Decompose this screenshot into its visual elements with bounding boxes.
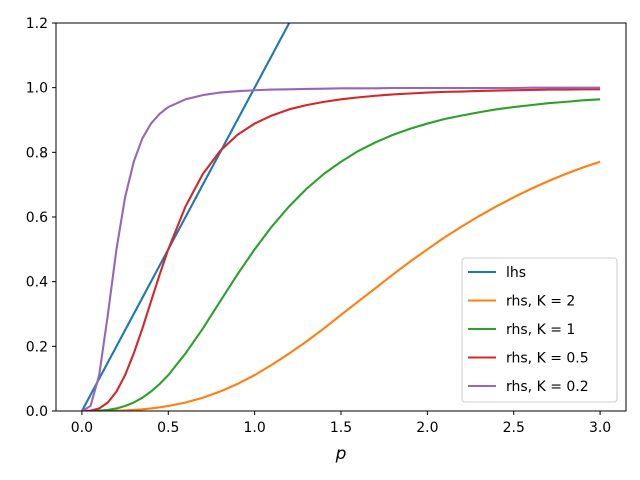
x-tick-label: 0.0 xyxy=(71,420,93,436)
legend-label: rhs, K = 1 xyxy=(506,322,575,338)
x-tick-label: 3.0 xyxy=(589,420,611,436)
legend-label: rhs, K = 0.2 xyxy=(506,379,589,395)
legend-label: rhs, K = 2 xyxy=(506,294,575,310)
y-tick-label: 1.0 xyxy=(26,81,48,97)
y-axis: 0.0 0.2 0.4 0.6 0.8 1.0 1.2 xyxy=(26,16,56,420)
legend-label: lhs xyxy=(506,265,526,281)
y-tick-label: 0.0 xyxy=(26,404,48,420)
legend-label: rhs, K = 0.5 xyxy=(506,351,589,367)
series-lines xyxy=(80,23,601,411)
x-axis-label: p xyxy=(335,444,347,464)
x-tick-label: 1.0 xyxy=(244,420,266,436)
y-tick-label: 1.2 xyxy=(26,16,48,32)
x-tick-label: 1.5 xyxy=(330,420,352,436)
y-tick-label: 0.2 xyxy=(26,339,48,355)
y-tick-label: 0.4 xyxy=(26,275,48,291)
x-tick-label: 0.5 xyxy=(157,420,179,436)
series-line-3 xyxy=(81,88,601,411)
series-line-0 xyxy=(80,23,291,411)
x-tick-label: 2.0 xyxy=(416,420,438,436)
series-line-2 xyxy=(81,98,601,411)
y-tick-label: 0.8 xyxy=(26,145,48,161)
series-line-1 xyxy=(81,160,601,411)
series-line-4 xyxy=(81,86,601,411)
legend-box xyxy=(461,257,618,403)
x-axis: 0.0 0.5 1.0 1.5 2.0 2.5 3.0 xyxy=(71,411,611,436)
y-tick-label: 0.6 xyxy=(26,210,48,226)
legend: lhs rhs, K = 2 rhs, K = 1 rhs, K = 0.5 rhs, … xyxy=(461,257,618,403)
x-tick-label: 2.5 xyxy=(503,420,525,436)
